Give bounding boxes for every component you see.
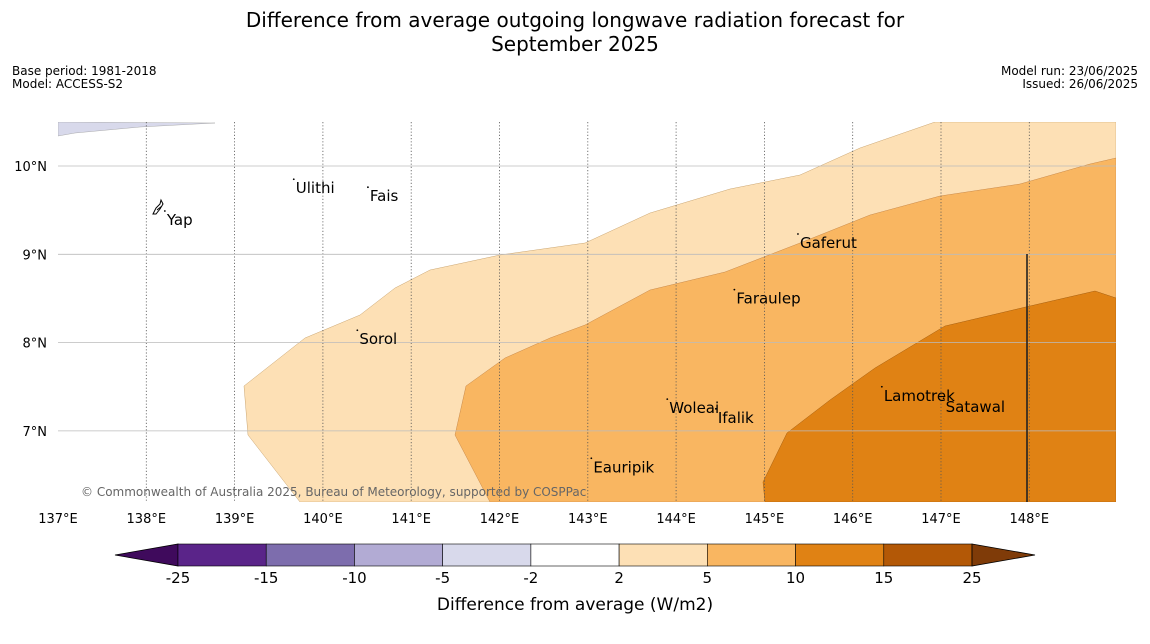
island-dot (880, 385, 883, 388)
colorbar-tick-label: -2 (523, 569, 538, 587)
place-label: Eauripik (593, 458, 654, 476)
island-dot (163, 210, 166, 212)
island-dot (590, 457, 593, 460)
lon-label: 145°E (745, 512, 785, 527)
island-markers: Yap Ulithi Fais Gaferut Faraulep Sorol WoleaiI… (163, 178, 1005, 476)
island-dot (714, 407, 717, 410)
colorbar-segment (177, 543, 267, 567)
island-dot (733, 288, 736, 291)
lon-label: 147°E (921, 512, 961, 527)
model-run: Model run: 23/06/2025 (1000, 64, 1138, 78)
title-line-1: Difference from average outgoing longwav… (245, 8, 905, 32)
colorbar-extend-high (971, 543, 1036, 567)
issued-date: Issued: 26/06/2025 (1022, 77, 1138, 91)
base-period: Base period: 1981-2018 (12, 64, 157, 78)
place-label: Ulithi (296, 179, 335, 197)
colorbar-tick-label: -10 (342, 569, 367, 587)
colorbar: -25 -15 -10 -5 -2 2 5 10 15 25 (114, 543, 1036, 587)
place-label: Lamotrek (884, 387, 955, 405)
lon-label: 144°E (656, 512, 696, 527)
colorbar-tick-label: 15 (874, 569, 893, 587)
colorbar-segment (265, 543, 355, 567)
island-dot (797, 233, 799, 235)
lon-label: 146°E (833, 512, 873, 527)
colorbar-segment (442, 543, 532, 567)
longitude-labels: 137°E 138°E 139°E 140°E 141°E 142°E 143°E 144°E… (38, 512, 1049, 527)
colorbar-tick-label: -5 (435, 569, 450, 587)
place-label: Ifalik (718, 409, 754, 427)
lat-label: 10°N (14, 160, 47, 175)
lon-label: 142°E (480, 512, 520, 527)
colorbar-tick-label: 2 (614, 569, 624, 587)
colorbar-tick-label: -15 (254, 569, 279, 587)
colorbar-title: Difference from average (W/m2) (437, 595, 713, 615)
colorbar-segment (530, 543, 620, 567)
lon-label: 141°E (391, 512, 431, 527)
lat-label: 9°N (23, 248, 48, 263)
title-line-2: September 2025 (491, 32, 659, 56)
place-label: Sorol (359, 330, 397, 348)
lon-label: 143°E (568, 512, 608, 527)
colorbar-segment (618, 543, 708, 567)
island-dot (942, 397, 945, 400)
lat-label: 7°N (23, 425, 48, 440)
lon-label: 140°E (303, 512, 343, 527)
copyright-text: © Commonwealth of Australia 2025, Bureau… (81, 485, 586, 499)
lon-label: 138°E (127, 512, 167, 527)
island-dot (292, 178, 295, 181)
colorbar-extend-low (114, 543, 179, 567)
colorbar-segment (795, 543, 885, 567)
lon-label: 137°E (38, 512, 78, 527)
map-title: Difference from average outgoing longwav… (0, 8, 1150, 56)
colorbar-segment (883, 543, 973, 567)
map-gridlines (58, 122, 1116, 502)
meta-right: Model run: 23/06/2025 Issued: 26/06/2025 (1001, 65, 1138, 91)
region-minus-5-to-minus-2 (58, 122, 216, 137)
lon-label: 139°E (215, 512, 255, 527)
lon-label: 148°E (1010, 512, 1050, 527)
map-plot-area: Yap Ulithi Fais Gaferut Faraulep Sorol WoleaiI… (58, 122, 1116, 502)
place-label: Gaferut (800, 234, 857, 252)
island-dot (356, 329, 359, 332)
yap-island-outline (152, 198, 164, 215)
colorbar-tick-label: -25 (166, 569, 191, 587)
place-label: Satawal (946, 398, 1005, 416)
island-dot (367, 186, 369, 189)
colorbar-segment (354, 543, 443, 567)
colorbar-segment (707, 543, 796, 567)
colorbar-tick-label: 25 (962, 569, 981, 587)
latitude-labels: 10°N 9°N 8°N 7°N (14, 160, 47, 440)
model-name: Model: ACCESS-S2 (12, 77, 124, 91)
colorbar-tick-label: 5 (703, 569, 713, 587)
place-label: Yap (166, 211, 193, 229)
place-label: Woleai (669, 399, 719, 417)
colorbar-tick-label: 10 (786, 569, 805, 587)
place-label: Fais (370, 187, 399, 205)
island-dot (666, 398, 669, 401)
place-label: Faraulep (736, 290, 800, 308)
meta-left: Base period: 1981-2018 Model: ACCESS-S2 (12, 65, 157, 91)
lat-label: 8°N (23, 337, 48, 352)
